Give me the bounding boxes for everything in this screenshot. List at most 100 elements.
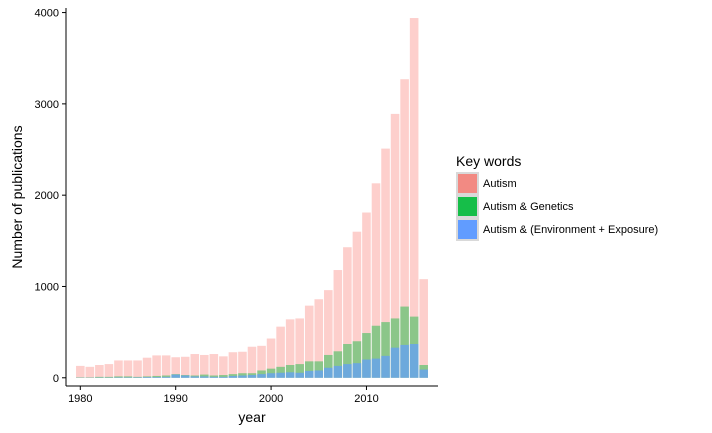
bar-1991-series-0 bbox=[180, 356, 190, 378]
bar-1992-series-2 bbox=[190, 376, 200, 378]
bar-1993-series-0 bbox=[200, 354, 209, 378]
bar-2014-series-2 bbox=[400, 344, 409, 378]
y-tick-label: 2000 bbox=[35, 190, 59, 202]
bar-1995-series-1 bbox=[219, 375, 228, 378]
bar-1990-series-2 bbox=[171, 374, 180, 378]
bar-2010-series-2 bbox=[362, 359, 371, 378]
bar-1983-series-1 bbox=[104, 376, 114, 378]
y-tick-label: 4000 bbox=[35, 8, 59, 20]
bar-1989-series-1 bbox=[161, 375, 171, 378]
legend-label-2: Autism & (Environment + Exposure) bbox=[483, 224, 658, 236]
legend-swatch-1 bbox=[458, 197, 477, 216]
bar-1987-series-0 bbox=[142, 357, 152, 378]
bar-1994-series-0 bbox=[209, 354, 219, 378]
bar-1994-series-2 bbox=[209, 376, 219, 378]
bar-1995-series-0 bbox=[219, 356, 228, 378]
bar-1985-series-1 bbox=[123, 376, 133, 378]
legend-swatch-2 bbox=[458, 220, 477, 239]
bar-1988-series-0 bbox=[152, 355, 161, 378]
bar-2004-series-0 bbox=[304, 305, 314, 378]
bar-1989-series-2 bbox=[161, 376, 171, 378]
bar-1981-series-0 bbox=[85, 366, 95, 378]
x-tick-label: 2010 bbox=[354, 393, 378, 405]
bar-2000-series-0 bbox=[266, 338, 276, 378]
y-tick-label: 1000 bbox=[35, 281, 59, 293]
bar-1998-series-2 bbox=[247, 375, 257, 378]
bars-layer bbox=[76, 18, 428, 378]
bar-1983-series-0 bbox=[104, 364, 114, 378]
bar-1994-series-1 bbox=[209, 375, 219, 378]
y-axis-title: Number of publications bbox=[9, 125, 25, 268]
series-2 bbox=[76, 344, 428, 378]
bar-1993-series-2 bbox=[200, 376, 209, 378]
bar-1980-series-0 bbox=[76, 365, 85, 378]
bar-2012-series-1 bbox=[381, 322, 390, 378]
bar-2003-series-2 bbox=[295, 372, 304, 378]
bar-2008-series-0 bbox=[343, 247, 352, 378]
bar-2002-series-2 bbox=[285, 372, 295, 378]
bar-1992-series-0 bbox=[190, 354, 200, 378]
bar-1993-series-1 bbox=[200, 374, 209, 378]
bar-2007-series-0 bbox=[333, 270, 343, 378]
bar-2009-series-0 bbox=[352, 231, 362, 378]
bar-2011-series-1 bbox=[371, 325, 381, 378]
bar-2010-series-1 bbox=[362, 333, 371, 378]
bar-2004-series-1 bbox=[304, 361, 314, 378]
bar-2012-series-0 bbox=[381, 148, 390, 378]
bar-2009-series-1 bbox=[352, 341, 362, 378]
bar-1986-series-1 bbox=[133, 376, 142, 378]
bar-2013-series-0 bbox=[390, 113, 400, 378]
bar-1988-series-1 bbox=[152, 375, 161, 378]
bar-2009-series-2 bbox=[352, 363, 362, 378]
legend: Key words Autism Autism & Genetics Autism … bbox=[456, 153, 658, 241]
bar-1987-series-2 bbox=[142, 377, 152, 378]
bar-1982-series-0 bbox=[95, 365, 104, 378]
bar-1984-series-0 bbox=[114, 360, 123, 378]
bar-2006-series-1 bbox=[324, 354, 333, 378]
x-axis-title: year bbox=[238, 409, 266, 425]
bar-2012-series-2 bbox=[381, 355, 390, 378]
bar-2010-series-0 bbox=[362, 212, 371, 378]
bar-1997-series-0 bbox=[238, 351, 247, 378]
legend-swatch-0 bbox=[458, 174, 477, 193]
bar-2015-series-2 bbox=[409, 344, 419, 378]
bar-2006-series-2 bbox=[324, 367, 333, 378]
bar-2015-series-0 bbox=[409, 18, 419, 378]
legend-label-0: Autism bbox=[483, 178, 517, 190]
bar-2013-series-2 bbox=[390, 347, 400, 378]
y-tick-label: 3000 bbox=[35, 99, 59, 111]
y-tick-label: 0 bbox=[53, 373, 59, 385]
legend-title: Key words bbox=[456, 153, 521, 169]
bar-2002-series-1 bbox=[285, 365, 295, 378]
bar-2006-series-0 bbox=[324, 290, 333, 378]
bar-1988-series-2 bbox=[152, 377, 161, 378]
bar-1996-series-2 bbox=[228, 375, 238, 378]
x-tick-label: 1980 bbox=[68, 393, 92, 405]
bar-1995-series-2 bbox=[219, 376, 228, 378]
x-axis-ticks: 1980 1990 2000 2010 bbox=[68, 386, 379, 405]
bar-2008-series-2 bbox=[343, 364, 352, 378]
bar-2001-series-0 bbox=[276, 326, 285, 378]
y-axis-ticks: 0 1000 2000 3000 4000 bbox=[35, 8, 66, 385]
bar-2005-series-0 bbox=[314, 299, 324, 378]
bar-2008-series-1 bbox=[343, 344, 352, 378]
bar-2000-series-2 bbox=[266, 373, 276, 378]
bar-1998-series-0 bbox=[247, 346, 257, 378]
bar-2003-series-0 bbox=[295, 318, 304, 378]
bar-2016-series-2 bbox=[419, 369, 428, 378]
bar-1984-series-1 bbox=[114, 376, 123, 378]
x-tick-label: 2000 bbox=[259, 393, 283, 405]
bar-2011-series-0 bbox=[371, 183, 381, 378]
bar-2000-series-1 bbox=[266, 368, 276, 378]
bar-1999-series-2 bbox=[257, 374, 266, 378]
bar-1982-series-1 bbox=[95, 376, 104, 378]
bar-1989-series-0 bbox=[161, 355, 171, 378]
bar-2014-series-0 bbox=[400, 79, 409, 378]
bar-1997-series-2 bbox=[238, 375, 247, 378]
bar-1996-series-0 bbox=[228, 352, 238, 378]
bar-1990-series-0 bbox=[171, 357, 180, 378]
bar-1996-series-1 bbox=[228, 374, 238, 378]
bar-2005-series-2 bbox=[314, 370, 324, 378]
bar-2004-series-2 bbox=[304, 370, 314, 378]
bar-2011-series-2 bbox=[371, 358, 381, 378]
